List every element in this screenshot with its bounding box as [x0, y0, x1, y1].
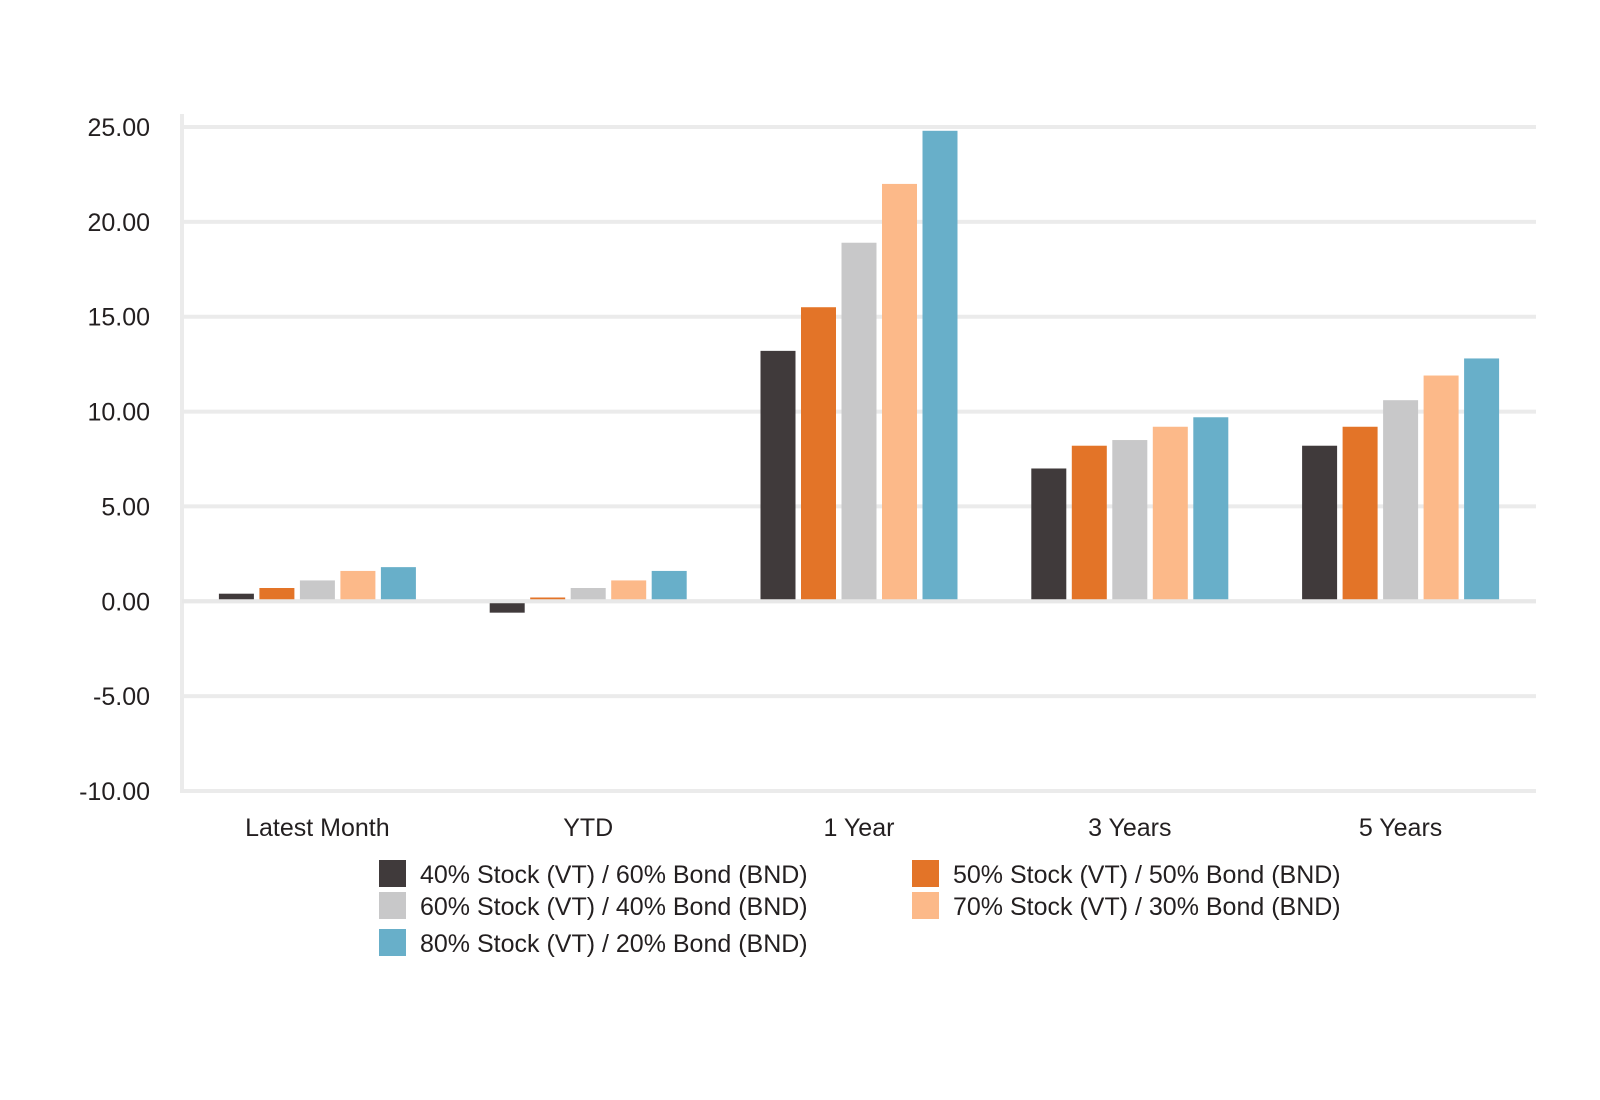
bar-ytd-series-3 — [570, 588, 606, 602]
bar-3-years-series-1 — [1031, 468, 1067, 602]
legend-label: 80% Stock (VT) / 20% Bond (BND) — [420, 930, 808, 958]
bars — [218, 130, 1500, 613]
bar-ytd-series-4 — [611, 580, 647, 602]
y-tick-label: -5.00 — [93, 683, 150, 711]
legend-label: 50% Stock (VT) / 50% Bond (BND) — [953, 861, 1341, 889]
y-tick-label: -10.00 — [79, 778, 150, 806]
bar-5-years-series-4 — [1423, 375, 1459, 602]
y-axis-tick-labels: 25.00 20.00 15.00 10.00 5.00 0.00 -5.00 -10.00 — [79, 114, 150, 806]
bar-1-year-series-2 — [801, 307, 836, 602]
x-category-label: 3 Years — [1088, 814, 1171, 842]
y-tick-label: 0.00 — [101, 588, 150, 616]
bar-ytd-series-5 — [651, 570, 687, 602]
x-category-label: YTD — [563, 814, 613, 842]
bar-latest-month-series-4 — [340, 570, 376, 602]
bar-3-years-series-4 — [1152, 426, 1188, 602]
y-tick-label: 5.00 — [101, 493, 150, 521]
legend-swatch — [912, 860, 939, 887]
bar-5-years-series-3 — [1383, 400, 1419, 602]
legend-label: 60% Stock (VT) / 40% Bond (BND) — [420, 893, 808, 921]
axes — [180, 114, 1536, 793]
bar-latest-month-series-3 — [299, 580, 335, 602]
legend-swatch — [379, 892, 406, 919]
bar-latest-month-series-2 — [259, 588, 295, 602]
bar-latest-month-series-5 — [380, 567, 416, 602]
bar-1-year-series-5 — [922, 130, 958, 602]
bar-5-years-series-2 — [1342, 426, 1378, 602]
bar-3-years-series-5 — [1193, 417, 1229, 602]
legend-label: 40% Stock (VT) / 60% Bond (BND) — [420, 861, 808, 889]
x-category-label: Latest Month — [245, 814, 390, 842]
legend-swatch — [912, 892, 939, 919]
x-category-label: 1 Year — [824, 814, 895, 842]
bar-5-years-series-1 — [1302, 445, 1338, 602]
bar-latest-month-series-1 — [218, 593, 254, 602]
bar-3-years-series-2 — [1071, 445, 1107, 602]
bar-3-years-series-3 — [1112, 440, 1148, 602]
legend-swatch — [379, 929, 406, 956]
legend-swatch — [379, 860, 406, 887]
y-tick-label: 10.00 — [87, 399, 150, 427]
bar-ytd-series-1 — [489, 601, 525, 613]
bar-1-year-series-3 — [841, 242, 877, 602]
bar-1-year-series-1 — [760, 350, 796, 602]
legend: 40% Stock (VT) / 60% Bond (BND) 50% Stock… — [379, 860, 1341, 958]
y-tick-label: 25.00 — [87, 114, 150, 142]
bar-1-year-series-4 — [882, 183, 917, 602]
y-tick-label: 15.00 — [87, 304, 150, 332]
bar-5-years-series-5 — [1464, 358, 1500, 602]
x-category-label: 5 Years — [1359, 814, 1442, 842]
x-axis-category-labels: Latest Month YTD 1 Year 3 Years 5 Years — [245, 814, 1442, 842]
y-tick-label: 20.00 — [87, 209, 150, 237]
legend-label: 70% Stock (VT) / 30% Bond (BND) — [953, 893, 1341, 921]
